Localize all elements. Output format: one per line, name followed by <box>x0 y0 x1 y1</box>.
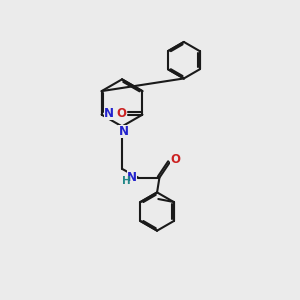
Text: H: H <box>122 176 131 186</box>
Text: O: O <box>170 153 180 166</box>
Text: N: N <box>118 125 128 138</box>
Text: N: N <box>104 107 114 120</box>
Text: O: O <box>116 107 126 120</box>
Text: N: N <box>127 171 137 184</box>
